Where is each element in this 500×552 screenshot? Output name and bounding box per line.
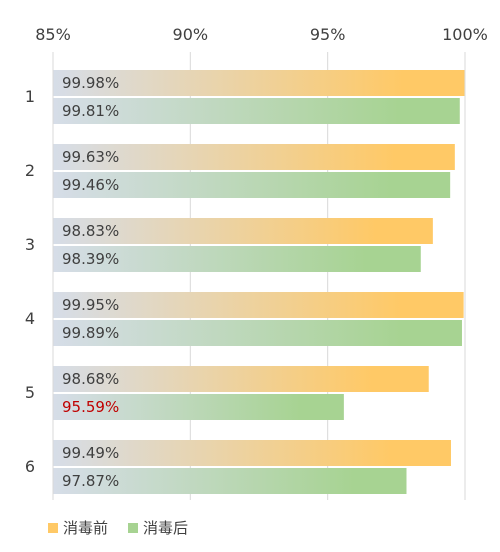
data-label: 98.83%	[62, 222, 119, 240]
data-label: 97.87%	[62, 472, 119, 490]
legend-label: 消毒后	[143, 519, 188, 537]
data-label: 99.63%	[62, 148, 119, 166]
data-label: 99.81%	[62, 102, 119, 120]
bar	[53, 320, 462, 346]
bar	[53, 394, 344, 420]
x-tick-label: 85%	[35, 25, 71, 44]
bar	[53, 246, 421, 272]
data-label: 98.39%	[62, 250, 119, 268]
category-label: 6	[25, 457, 35, 476]
x-tick-label: 100%	[442, 25, 488, 44]
data-label: 95.59%	[62, 398, 119, 416]
x-tick-label: 95%	[310, 25, 346, 44]
data-label: 99.98%	[62, 74, 119, 92]
legend-label: 消毒前	[63, 519, 108, 537]
category-label: 5	[25, 383, 35, 402]
legend-swatch	[48, 523, 58, 533]
bar	[53, 172, 451, 198]
bar	[53, 218, 433, 244]
bar	[53, 440, 451, 466]
bar	[53, 70, 465, 96]
data-label: 99.95%	[62, 296, 119, 314]
category-label: 2	[25, 161, 35, 180]
category-label: 4	[25, 309, 35, 328]
bar	[53, 144, 455, 170]
bar	[53, 292, 464, 318]
legend-swatch	[128, 523, 138, 533]
data-label: 99.89%	[62, 324, 119, 342]
data-label: 98.68%	[62, 370, 119, 388]
data-label: 99.49%	[62, 444, 119, 462]
category-label: 3	[25, 235, 35, 254]
bar	[53, 98, 460, 124]
bar	[53, 366, 429, 392]
data-label: 99.46%	[62, 176, 119, 194]
category-label: 1	[25, 87, 35, 106]
bar	[53, 468, 407, 494]
x-tick-label: 90%	[173, 25, 209, 44]
